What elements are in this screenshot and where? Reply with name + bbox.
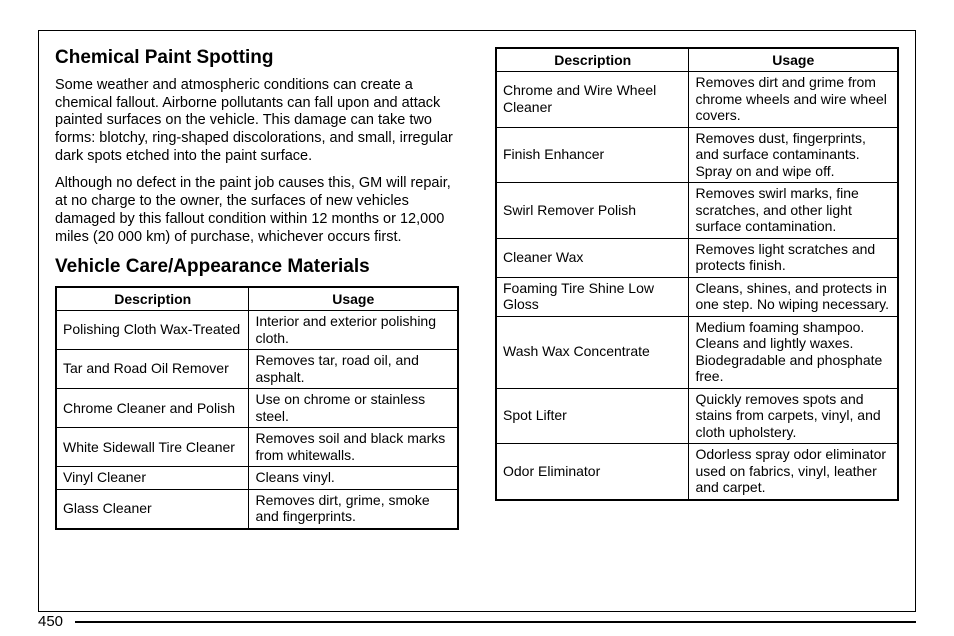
table1-usage-cell: Removes tar, road oil, and asphalt. (249, 350, 458, 389)
table2-usage-cell: Cleans, shines, and protects in one step… (689, 277, 898, 316)
table2-description-cell: Foaming Tire Shine Low Gloss (496, 277, 689, 316)
table-row: White Sidewall Tire CleanerRemoves soil … (56, 428, 458, 467)
table2-usage-cell: Odorless spray odor eliminator used on f… (689, 444, 898, 500)
table2-description-cell: Odor Eliminator (496, 444, 689, 500)
table-row: Odor EliminatorOdorless spray odor elimi… (496, 444, 898, 500)
table-row: Chrome and Wire Wheel CleanerRemoves dir… (496, 72, 898, 128)
table1-description-cell: Tar and Road Oil Remover (56, 350, 249, 389)
paragraph-2: Although no defect in the paint job caus… (55, 175, 459, 246)
table1-description-cell: White Sidewall Tire Cleaner (56, 428, 249, 467)
table-row: Polishing Cloth Wax-TreatedInterior and … (56, 311, 458, 350)
right-column: Description Usage Chrome and Wire Wheel … (495, 47, 899, 601)
table-row: Vinyl CleanerCleans vinyl. (56, 467, 458, 490)
table1-header-description: Description (56, 287, 249, 311)
table2-description-cell: Finish Enhancer (496, 127, 689, 183)
table1-usage-cell: Cleans vinyl. (249, 467, 458, 490)
table-row: Cleaner WaxRemoves light scratches and p… (496, 238, 898, 277)
table-row: Swirl Remover PolishRemoves swirl marks,… (496, 183, 898, 239)
table1-usage-cell: Removes soil and black marks from whitew… (249, 428, 458, 467)
table1-usage-cell: Interior and exterior polishing cloth. (249, 311, 458, 350)
table1-description-cell: Vinyl Cleaner (56, 467, 249, 490)
table-row: Glass CleanerRemoves dirt, grime, smoke … (56, 489, 458, 529)
table2-description-cell: Chrome and Wire Wheel Cleaner (496, 72, 689, 128)
table2-usage-cell: Quickly removes spots and stains from ca… (689, 388, 898, 444)
table1-header-usage: Usage (249, 287, 458, 311)
table2-header-description: Description (496, 48, 689, 72)
table-row: Wash Wax ConcentrateMedium foaming shamp… (496, 316, 898, 388)
table-row: Finish EnhancerRemoves dust, fingerprint… (496, 127, 898, 183)
page-number: 450 (38, 613, 63, 630)
page-footer: 450 (38, 613, 916, 630)
paragraph-1: Some weather and atmospheric conditions … (55, 77, 459, 165)
table1-usage-cell: Use on chrome or stainless steel. (249, 389, 458, 428)
table1-description-cell: Glass Cleaner (56, 489, 249, 529)
table2-usage-cell: Removes dust, fingerprints, and surface … (689, 127, 898, 183)
table2-header-usage: Usage (689, 48, 898, 72)
table2-description-cell: Swirl Remover Polish (496, 183, 689, 239)
heading-vehicle-care-materials: Vehicle Care/Appearance Materials (55, 256, 459, 278)
table2-usage-cell: Removes swirl marks, fine scratches, and… (689, 183, 898, 239)
table2-description-cell: Cleaner Wax (496, 238, 689, 277)
footer-rule (75, 621, 916, 623)
table2-usage-cell: Removes dirt and grime from chrome wheel… (689, 72, 898, 128)
materials-table-1: Description Usage Polishing Cloth Wax-Tr… (55, 286, 459, 530)
table2-usage-cell: Medium foaming shampoo. Cleans and light… (689, 316, 898, 388)
table2-description-cell: Wash Wax Concentrate (496, 316, 689, 388)
left-column: Chemical Paint Spotting Some weather and… (55, 47, 459, 601)
page-frame: Chemical Paint Spotting Some weather and… (38, 30, 916, 612)
table-row: Chrome Cleaner and PolishUse on chrome o… (56, 389, 458, 428)
table-row: Spot LifterQuickly removes spots and sta… (496, 388, 898, 444)
heading-chemical-paint-spotting: Chemical Paint Spotting (55, 47, 459, 69)
table1-usage-cell: Removes dirt, grime, smoke and fingerpri… (249, 489, 458, 529)
materials-table-2: Description Usage Chrome and Wire Wheel … (495, 47, 899, 501)
table-row: Tar and Road Oil RemoverRemoves tar, roa… (56, 350, 458, 389)
table1-description-cell: Polishing Cloth Wax-Treated (56, 311, 249, 350)
table1-description-cell: Chrome Cleaner and Polish (56, 389, 249, 428)
table2-usage-cell: Removes light scratches and protects fin… (689, 238, 898, 277)
table-row: Foaming Tire Shine Low GlossCleans, shin… (496, 277, 898, 316)
table2-description-cell: Spot Lifter (496, 388, 689, 444)
